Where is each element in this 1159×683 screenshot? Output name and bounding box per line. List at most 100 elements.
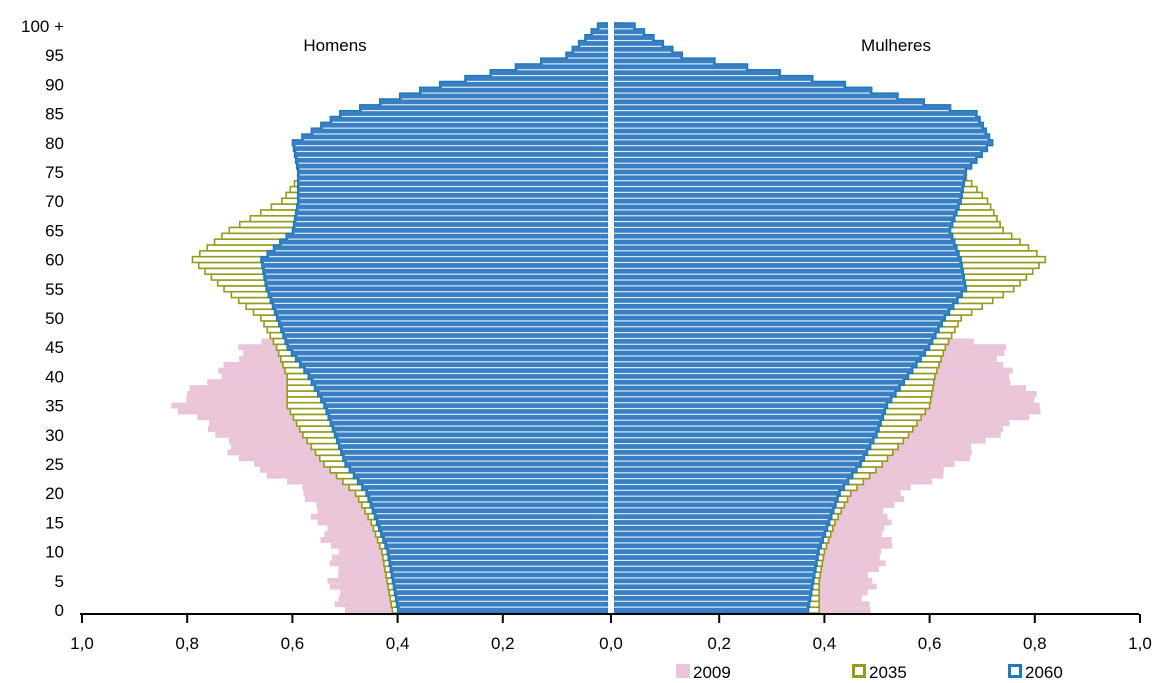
bar-2060-women-age-23 <box>613 472 854 480</box>
row-separator-women-3 <box>614 594 809 597</box>
bar-2060-women-age-78 <box>613 150 983 159</box>
row-separator-men-35 <box>328 407 608 410</box>
bar-2060-women-age-33 <box>613 413 885 421</box>
row-separator-women-53 <box>614 302 952 304</box>
bar-2060-women-age-32 <box>613 419 882 427</box>
row-separator-men-19 <box>372 501 608 503</box>
bar-2060-men-age-98 <box>584 33 609 42</box>
row-separator-women-55 <box>614 291 961 293</box>
row-separator-women-5 <box>614 583 811 585</box>
bar-2060-men-age-39 <box>310 378 609 386</box>
row-separator-women-56 <box>614 285 964 287</box>
bar-2060-men-age-13 <box>380 530 609 538</box>
bar-2060-men-age-6 <box>390 571 609 579</box>
bar-2060-women-age-55 <box>613 285 968 293</box>
side-label-men: Homens <box>303 36 366 55</box>
row-separator-men-73 <box>299 185 608 188</box>
row-separator-women-72 <box>614 191 961 194</box>
y-tick-label-25: 25 <box>45 455 64 474</box>
y-tick-label-45: 45 <box>45 338 64 357</box>
bar-2060-women-age-76 <box>613 162 973 170</box>
bar-2060-men-age-99 <box>590 28 609 36</box>
bar-2060-men-age-17 <box>371 507 609 515</box>
row-separator-men-71 <box>299 197 608 199</box>
bar-2060-women-age-38 <box>613 384 901 392</box>
row-separator-men-53 <box>274 302 608 304</box>
bar-2060-women-age-90 <box>613 80 847 88</box>
bar-2060-men-age-74 <box>296 174 609 182</box>
legend: 2009 2035 2060 <box>676 663 1063 682</box>
row-separator-men-20 <box>370 495 608 497</box>
row-separator-men-56 <box>268 285 608 287</box>
row-separator-men-10 <box>390 553 608 556</box>
row-separator-men-52 <box>276 308 608 310</box>
bar-2060-women-age-34 <box>613 407 887 416</box>
row-separator-women-78 <box>614 156 975 158</box>
row-separator-men-27 <box>344 454 608 456</box>
row-separator-women-13 <box>614 536 822 538</box>
bar-2060-women-age-14 <box>613 524 829 532</box>
row-separator-women-36 <box>614 402 886 404</box>
bar-2060-men-age-76 <box>295 162 609 170</box>
row-separator-women-28 <box>614 448 866 451</box>
bar-2060-women-age-87 <box>613 98 926 106</box>
bar-2060-women-age-60 <box>613 255 962 264</box>
row-separator-men-30 <box>338 437 608 439</box>
bar-2060-men-age-38 <box>313 384 609 392</box>
bar-2060-men-age-21 <box>361 483 609 492</box>
bar-2060-women-age-4 <box>613 583 814 591</box>
bar-2060-women-age-88 <box>613 92 899 100</box>
bar-2060-men-age-14 <box>377 524 609 532</box>
row-separator-men-17 <box>376 513 608 515</box>
row-separator-women-94 <box>614 63 713 65</box>
bar-2060-women-age-94 <box>613 57 716 65</box>
row-separator-women-27 <box>614 454 863 456</box>
row-separator-men-5 <box>395 583 608 585</box>
row-separator-women-63 <box>614 244 953 246</box>
bar-2060-women-age-67 <box>613 215 956 223</box>
bar-2060-men-age-47 <box>282 331 609 340</box>
x-tick-label-7: 0,4 <box>813 634 837 653</box>
row-separator-women-82 <box>614 133 985 135</box>
row-separator-men-13 <box>384 536 608 538</box>
row-separator-men-14 <box>382 530 608 532</box>
row-separator-women-38 <box>614 390 894 392</box>
row-separator-men-23 <box>359 478 608 480</box>
row-separator-men-67 <box>296 221 608 223</box>
row-separator-men-29 <box>340 442 608 445</box>
legend-swatch-2035 <box>852 664 866 678</box>
side-label-women: Mulheres <box>861 36 931 55</box>
row-separator-men-8 <box>392 565 608 567</box>
row-separator-men-34 <box>330 413 608 415</box>
bar-2060-women-age-8 <box>613 559 818 567</box>
y-tick-label-85: 85 <box>45 105 64 124</box>
bar-2060-women-age-58 <box>613 267 964 275</box>
row-separator-men-74 <box>299 180 608 182</box>
bar-2060-women-age-85 <box>613 109 978 118</box>
row-separator-women-15 <box>614 524 826 526</box>
y-tick-label-5: 5 <box>55 572 64 591</box>
y-tick-label-15: 15 <box>45 514 64 533</box>
y-tick-label-80: 80 <box>45 134 64 153</box>
row-separator-women-51 <box>614 314 944 316</box>
row-separator-men-38 <box>319 390 608 392</box>
bar-2060-men-age-23 <box>352 472 609 480</box>
row-separator-women-67 <box>614 221 951 223</box>
row-separator-women-33 <box>614 419 880 421</box>
bar-2060-men-age-9 <box>387 553 609 562</box>
row-separator-women-89 <box>614 92 870 94</box>
row-separator-women-62 <box>614 250 955 252</box>
row-separator-men-90 <box>441 86 608 88</box>
row-separator-women-77 <box>614 162 970 164</box>
bar-2060-men-age-45 <box>286 343 609 351</box>
row-separator-women-40 <box>614 378 903 380</box>
bar-2060-men-age-44 <box>290 349 609 357</box>
bar-2060-women-age-92 <box>613 69 781 77</box>
bar-2060-men-age-40 <box>307 372 609 381</box>
bar-2060-women-age-45 <box>613 343 931 351</box>
bar-2060-women-age-54 <box>613 291 963 299</box>
row-separator-women-87 <box>614 104 923 106</box>
bar-2060-men-age-89 <box>418 86 609 94</box>
row-separator-men-22 <box>363 483 608 486</box>
row-separator-men-94 <box>542 63 608 65</box>
